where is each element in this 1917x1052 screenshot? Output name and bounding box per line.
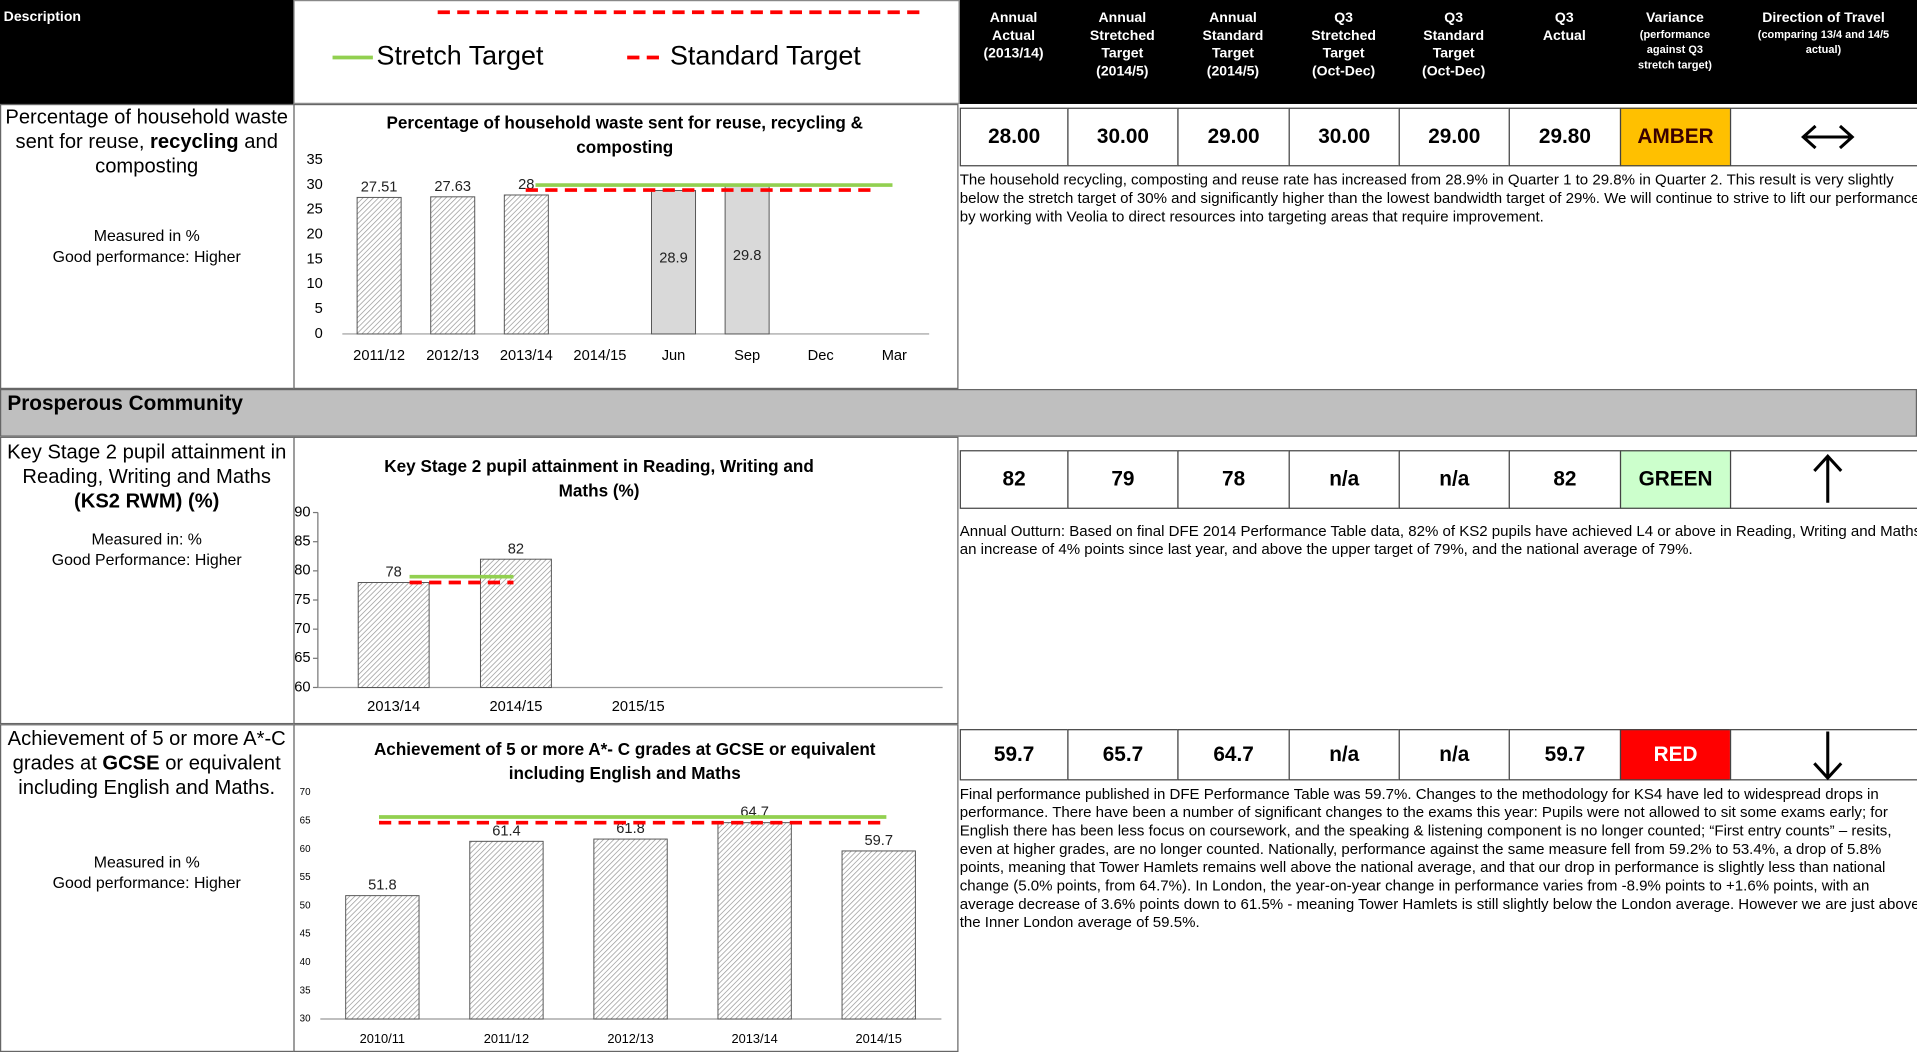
figure-cell: 78 <box>1177 450 1290 509</box>
figure-cell <box>1729 450 1917 509</box>
figure-cell: 29.80 <box>1508 107 1622 167</box>
commentary: Final performance published in DFE Perfo… <box>959 785 1917 931</box>
figure-cell: 29.00 <box>1398 107 1510 167</box>
figure-cell: 82 <box>1508 450 1622 509</box>
chart-title: Key Stage 2 pupil attainment in Reading,… <box>384 456 814 501</box>
description-segment: recycling <box>150 130 239 153</box>
legend-box <box>293 0 960 104</box>
measure-text: Measured in % <box>93 852 200 871</box>
description-text: Percentage of household waste sent for r… <box>2 105 291 178</box>
description-cell <box>0 103 295 389</box>
measure-text: Good Performance: Higher <box>51 550 242 569</box>
chart-title: Percentage of household waste sent for r… <box>386 112 864 157</box>
chart-cell <box>293 103 959 389</box>
measure-text: Measured in: % <box>91 529 202 549</box>
measure-text: Measured in % <box>93 226 200 245</box>
description-segment: Achievement of 5 or more A*-C grades at <box>7 727 286 775</box>
figure-cell <box>1729 107 1917 167</box>
figure-cell: 28.00 <box>959 107 1069 167</box>
description-cell <box>0 436 295 725</box>
description-segment: Percentage of household waste sent for r… <box>5 106 289 153</box>
figure-cell: 59.7 <box>1508 729 1622 781</box>
figure-cell: 79 <box>1067 450 1179 509</box>
description-segment: Key Stage 2 pupil attainment in Reading,… <box>7 441 287 489</box>
status-cell: AMBER <box>1619 107 1732 167</box>
figure-cell: 29.00 <box>1177 107 1290 167</box>
commentary: The household recycling, composting and … <box>959 171 1917 226</box>
description-segment: GCSE <box>102 752 160 775</box>
figure-cell: 65.7 <box>1067 729 1179 781</box>
description-text: Achievement of 5 or more A*-C grades at … <box>2 727 291 800</box>
status-cell: RED <box>1619 729 1732 781</box>
description-text: Key Stage 2 pupil attainment in Reading,… <box>2 440 291 513</box>
figure-cell: 82 <box>959 450 1069 509</box>
commentary: Annual Outturn: Based on final DFE 2014 … <box>959 522 1917 558</box>
chart-title: Achievement of 5 or more A*- C grades at… <box>373 738 876 783</box>
section-row <box>0 388 1917 437</box>
figure-cell <box>1729 729 1917 781</box>
chart-cell <box>293 436 959 725</box>
description-segment: or equivalent including English and Math… <box>18 752 281 799</box>
figure-cell: n/a <box>1398 729 1510 781</box>
figure-cell: 64.7 <box>1177 729 1290 781</box>
measure-text: Good performance: Higher <box>52 247 241 266</box>
figure-cell: n/a <box>1288 729 1400 781</box>
status-cell: GREEN <box>1619 450 1732 509</box>
figure-cell: n/a <box>1398 450 1510 509</box>
section-title: Prosperous Community <box>7 391 243 415</box>
figure-cell: n/a <box>1288 450 1400 509</box>
description-header: Description <box>3 9 82 25</box>
measure-text: Good performance: Higher <box>52 873 241 892</box>
description-cell <box>0 724 295 1052</box>
description-segment: (KS2 RWM) (%) <box>74 490 220 513</box>
figure-cell: 30.00 <box>1288 107 1400 167</box>
figure-cell: 30.00 <box>1067 107 1179 167</box>
description-segment: and composting <box>95 130 278 178</box>
figure-cell: 59.7 <box>959 729 1069 781</box>
